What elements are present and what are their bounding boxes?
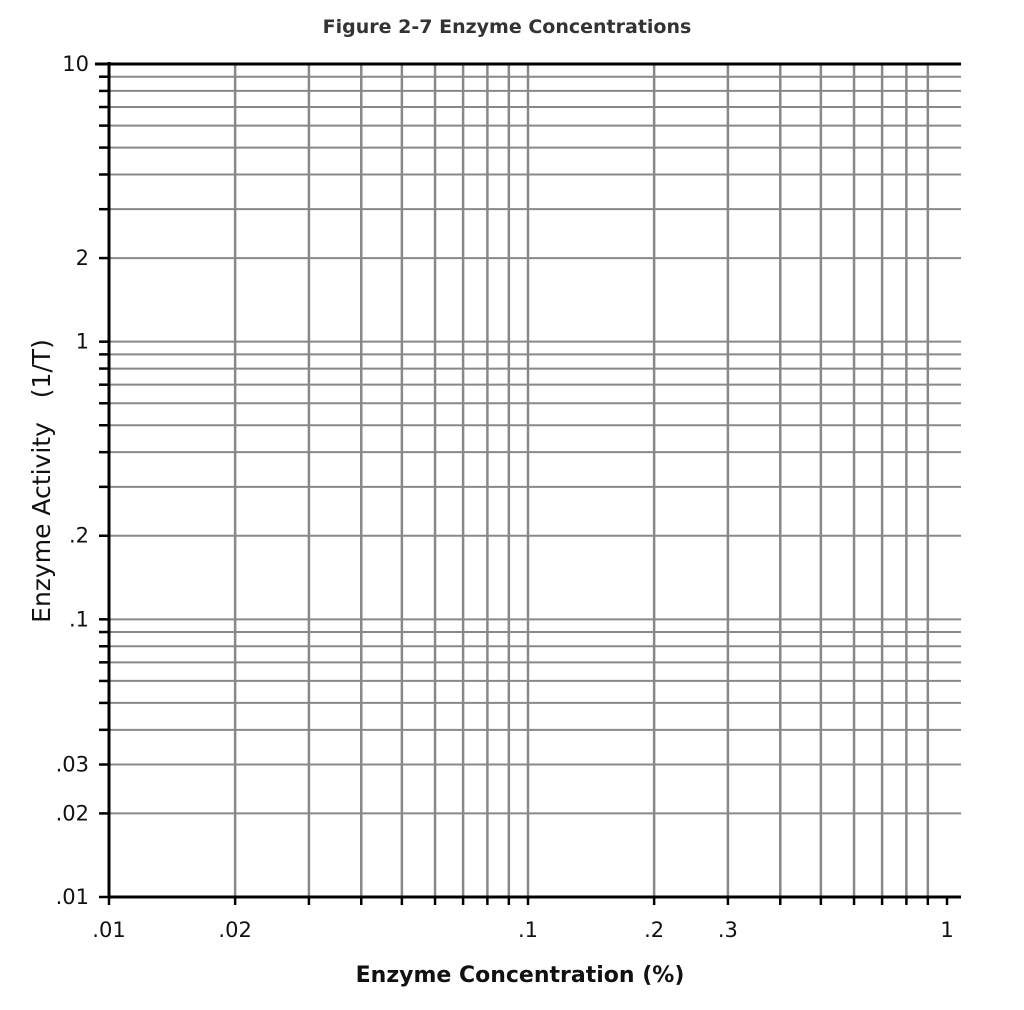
- tick-labels: 10 2 1 .2 .1 .03 .02 .01.01 .02 .1 .2 .3 1: [56, 52, 954, 942]
- y-tick-label: 10: [62, 52, 89, 76]
- y-tick-label: .03: [56, 753, 89, 777]
- y-tick-label: .02: [56, 801, 89, 825]
- y-tick-label: .01: [56, 885, 89, 909]
- y-tick-label: .1: [69, 607, 89, 631]
- axes: [95, 62, 961, 905]
- y-tick-label: .2: [69, 524, 89, 548]
- y-axis-title: Enzyme Activity (1/T): [27, 339, 56, 623]
- x-axis-title: Enzyme Concentration (%): [356, 963, 685, 988]
- y-tick-label: 2: [76, 246, 89, 270]
- x-tick-label: 1: [940, 918, 953, 942]
- x-tick-label: .02: [218, 918, 251, 942]
- x-tick-label: .1: [518, 918, 538, 942]
- x-tick-label: .01: [92, 918, 125, 942]
- chart-title: Figure 2-7 Enzyme Concentrations: [323, 16, 692, 38]
- x-tick-label: .2: [644, 918, 664, 942]
- grid-lines: [109, 64, 961, 897]
- x-tick-label: .3: [718, 918, 738, 942]
- y-tick-label: 1: [76, 330, 89, 354]
